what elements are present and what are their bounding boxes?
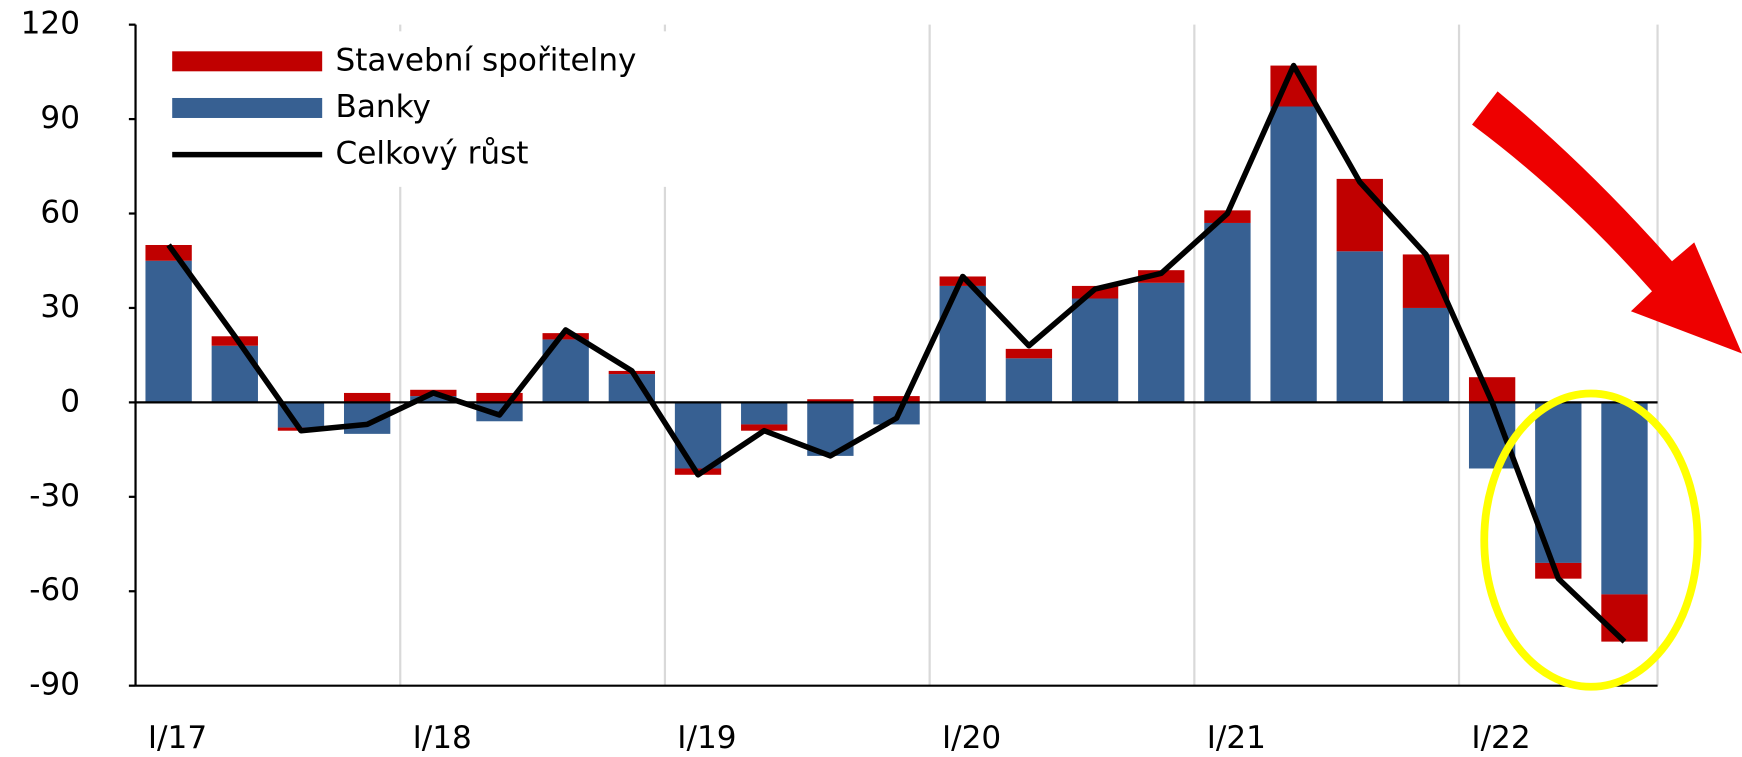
axes: I/17 I/18 I/19 I/20 I/21 I/22 -90 -60 -30 0 30 60 90… — [21, 6, 1658, 756]
legend-label: Celkový růst — [336, 136, 529, 172]
y-tick-label: -60 — [29, 572, 80, 608]
bar — [542, 333, 589, 340]
bar — [211, 345, 258, 403]
bar — [145, 260, 192, 403]
bar — [476, 392, 523, 403]
x-tick-label: I/22 — [1471, 720, 1530, 756]
y-tick-label: 60 — [40, 195, 80, 231]
x-tick-label: I/20 — [942, 720, 1001, 756]
bar — [1005, 358, 1053, 403]
bar — [1204, 222, 1251, 403]
bar — [1336, 251, 1383, 403]
bar — [674, 402, 722, 469]
y-tick-label: 0 — [60, 383, 80, 419]
bar — [741, 402, 788, 425]
x-tick-label: I/19 — [677, 720, 736, 756]
highlight-ellipse — [1480, 389, 1702, 691]
legend-swatch — [172, 51, 323, 72]
bar — [1005, 348, 1053, 359]
legend-label: Stavební spořitelny — [336, 42, 637, 78]
bar — [1402, 254, 1450, 308]
y-tick-label: 120 — [21, 6, 80, 42]
bar — [1601, 402, 1648, 595]
bar — [741, 424, 788, 431]
bar — [343, 392, 391, 403]
trend-arrow — [1472, 91, 1742, 354]
bar — [1336, 178, 1383, 252]
y-tick-label: 30 — [40, 289, 80, 325]
bar — [1138, 282, 1185, 403]
y-tick-label: -90 — [29, 667, 80, 703]
bar — [410, 396, 457, 403]
bar — [939, 285, 986, 403]
legend-swatch — [172, 97, 323, 118]
y-tick-label: 90 — [40, 100, 80, 136]
y-tick-label: -30 — [29, 478, 80, 514]
bar — [1071, 298, 1119, 403]
legend-label: Banky — [336, 89, 431, 125]
bar — [873, 396, 920, 403]
bar — [1468, 402, 1516, 469]
x-tick-label: I/21 — [1207, 720, 1266, 756]
x-tick-label: I/17 — [148, 720, 207, 756]
x-tick-label: I/18 — [413, 720, 472, 756]
bar — [1270, 106, 1317, 403]
bar — [1402, 307, 1450, 403]
legend: Stavební spořitelny Banky Celkový růst — [155, 31, 773, 187]
bar — [1601, 594, 1648, 642]
bar — [807, 399, 854, 403]
